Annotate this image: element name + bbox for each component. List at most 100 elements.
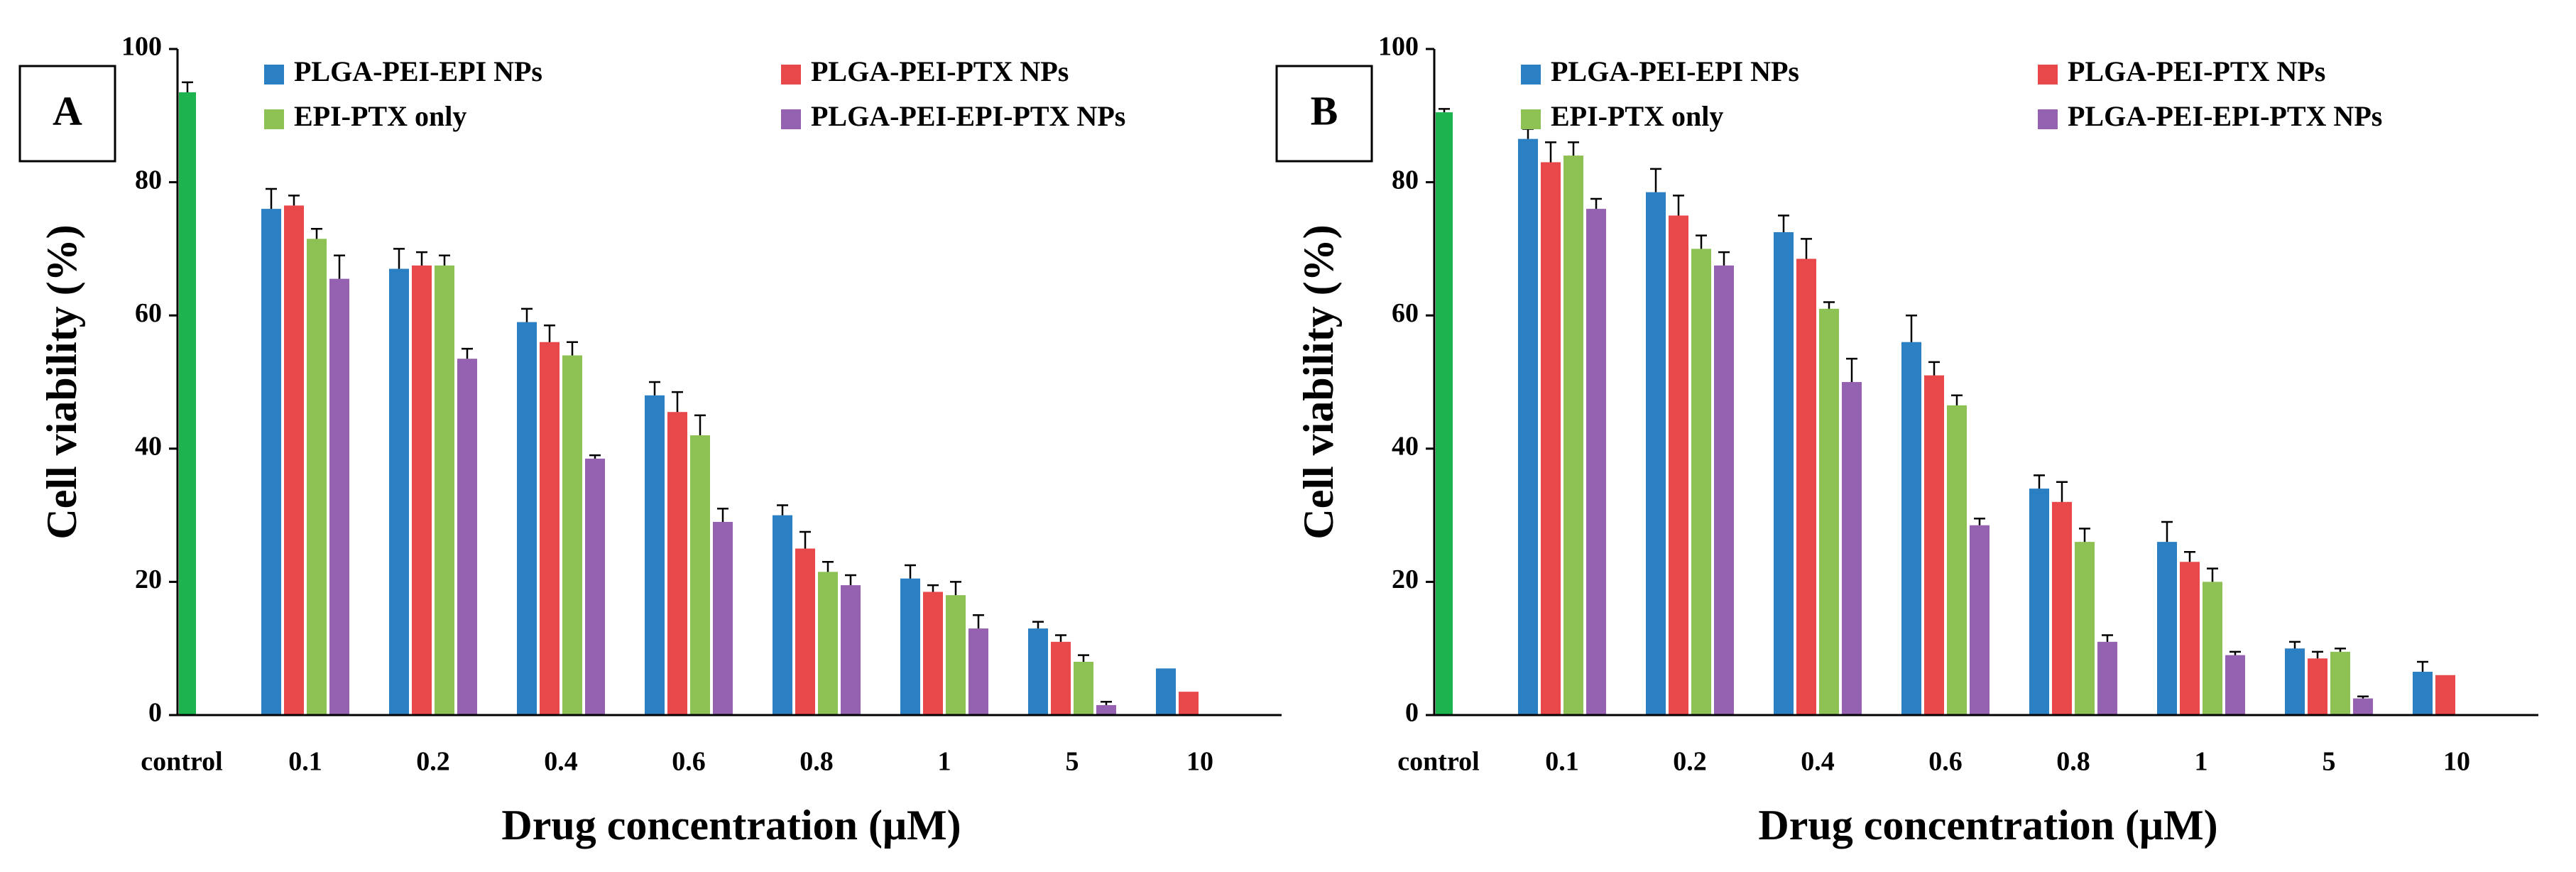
error-bar	[777, 504, 788, 516]
error-bar	[2102, 634, 2113, 642]
bar	[923, 592, 943, 715]
error-bar	[1778, 214, 1789, 232]
bar	[1156, 668, 1176, 715]
x-tick-label: 10	[1186, 747, 1213, 777]
y-tick-label: 0	[1405, 698, 1419, 728]
legend-swatch	[1521, 65, 1541, 85]
bar	[667, 412, 687, 715]
x-tick-label: 0.4	[1801, 747, 1835, 777]
bar	[645, 395, 665, 715]
error-bar	[2312, 650, 2323, 659]
bar	[1096, 704, 1116, 715]
bar	[562, 355, 582, 715]
error-bar	[2079, 528, 2090, 543]
y-axis-title: Cell viability (%)	[38, 224, 85, 539]
bar	[2413, 672, 2433, 715]
x-tick-label: 0.4	[544, 747, 578, 777]
bar	[2097, 641, 2117, 715]
bar	[1924, 375, 1944, 715]
bar	[1028, 628, 1048, 715]
bar	[1563, 156, 1583, 715]
error-bar	[1906, 314, 1917, 342]
panel-label: B	[1311, 87, 1338, 133]
legend-label: EPI-PTX only	[294, 100, 466, 132]
bar	[2330, 651, 2350, 715]
error-bar	[845, 574, 856, 586]
x-tick-label: control	[1397, 747, 1479, 777]
x-tick-label: 0.1	[1545, 747, 1579, 777]
legend-label: PLGA-PEI-PTX NPs	[2068, 55, 2325, 87]
y-tick-label: 60	[1392, 298, 1419, 328]
error-bar	[1718, 251, 1730, 266]
error-bar	[334, 254, 345, 279]
error-bar	[1032, 621, 1044, 629]
error-bar	[950, 581, 961, 596]
error-bar	[1801, 238, 1812, 259]
error-bar	[2184, 550, 2195, 562]
x-tick-label: 1	[2195, 747, 2208, 777]
x-tick-label: 0.8	[799, 747, 834, 777]
panel-label-box	[18, 65, 116, 163]
x-tick-label: 5	[2323, 747, 2336, 777]
y-tick-label: 100	[1378, 32, 1419, 62]
error-bar	[973, 614, 984, 629]
x-tick-label: 0.2	[416, 747, 450, 777]
bar	[1901, 342, 1921, 716]
error-bar	[416, 251, 427, 266]
error-bar	[1974, 518, 1985, 525]
legend-swatch	[2038, 65, 2058, 85]
y-tick-label: 80	[1392, 165, 1419, 195]
bar	[1947, 405, 1967, 715]
bar	[1051, 641, 1071, 715]
error-bar	[1696, 234, 1707, 249]
control-bar	[179, 92, 196, 716]
error-bar	[1568, 141, 1579, 156]
error-bar	[544, 325, 555, 342]
bar	[1819, 308, 1839, 715]
x-tick-label: 0.1	[288, 747, 322, 777]
y-tick-label: 40	[1392, 432, 1419, 462]
bar	[2180, 562, 2200, 715]
error-bar	[182, 81, 193, 92]
bar	[2225, 655, 2245, 715]
x-tick-label: 0.8	[2056, 747, 2090, 777]
error-bar	[822, 561, 834, 572]
bar	[1774, 231, 1794, 715]
x-tick-label: 0.6	[672, 747, 706, 777]
error-bar	[2289, 641, 2301, 649]
bar	[2157, 542, 2177, 715]
bar	[841, 585, 861, 715]
error-bar	[288, 195, 300, 206]
panel-label: A	[53, 87, 82, 133]
x-tick-label: 0.6	[1928, 747, 1963, 777]
error-bar	[2357, 695, 2369, 699]
bar	[2075, 542, 2095, 715]
bar	[261, 209, 281, 715]
bar	[690, 435, 710, 715]
bar	[1518, 138, 1538, 715]
error-bar	[694, 414, 706, 436]
error-bar	[1823, 301, 1835, 309]
bar	[2029, 489, 2049, 715]
legend-label: PLGA-PEI-EPI-PTX NPs	[2068, 100, 2382, 132]
error-bar	[1078, 654, 1089, 662]
x-tick-label: 10	[2443, 747, 2470, 777]
bar	[517, 322, 537, 716]
bar	[1586, 209, 1606, 715]
bar	[2052, 501, 2072, 715]
bar	[713, 521, 733, 715]
legend-label: PLGA-PEI-PTX NPs	[811, 55, 1069, 87]
bar	[2308, 658, 2327, 715]
error-bar	[1650, 168, 1661, 192]
bar	[435, 265, 454, 716]
error-bar	[1439, 108, 1450, 113]
error-bar	[2034, 474, 2045, 489]
legend-label: PLGA-PEI-EPI NPs	[1551, 55, 1799, 87]
legend-swatch	[264, 65, 284, 85]
error-bar	[2230, 650, 2241, 655]
error-bar	[521, 307, 533, 322]
error-bar	[927, 584, 939, 592]
error-bar	[1590, 197, 1602, 209]
legend-swatch	[781, 65, 801, 85]
